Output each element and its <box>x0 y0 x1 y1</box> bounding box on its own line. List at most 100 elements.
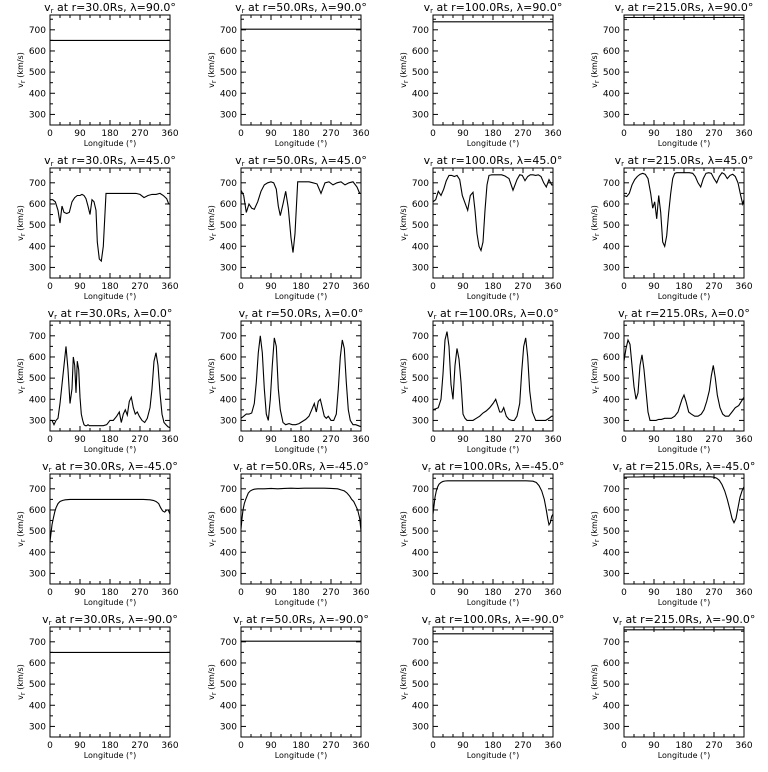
plot-frame <box>432 167 554 279</box>
x-axis-label: Longitude (°) <box>275 139 328 148</box>
panel-title: vr at r=100.0Rs, λ=-45.0° <box>422 460 565 474</box>
x-tick-label: 270 <box>322 129 339 139</box>
x-tick-label: 180 <box>292 588 309 598</box>
panel-title-subscript: r <box>428 466 431 474</box>
x-axis-label: Longitude (°) <box>275 598 328 607</box>
y-tick-label: 600 <box>603 47 620 57</box>
y-tick-label: 600 <box>412 200 429 210</box>
x-tick-label: 270 <box>514 741 531 751</box>
y-tick-label: 600 <box>220 47 237 57</box>
x-tick-label: 360 <box>161 129 178 139</box>
panel-title-symbol: v <box>427 307 434 320</box>
panel-title-rest: at r=50.0Rs, λ=45.0° <box>245 154 367 167</box>
x-tick-label: 0 <box>238 129 244 139</box>
x-tick-label: 90 <box>648 588 660 598</box>
y-axis-label: vr (km/s) <box>399 511 410 547</box>
panel-title-subscript: r <box>621 160 624 168</box>
y-tick-label: 600 <box>220 506 237 516</box>
y-tick-label: 300 <box>603 263 620 273</box>
y-axis-label-rest: (km/s) <box>16 205 25 233</box>
x-tick-label: 270 <box>705 588 722 598</box>
y-axis-label-rest: (km/s) <box>399 664 408 692</box>
y-axis-label: vr (km/s) <box>16 358 27 394</box>
x-tick-label: 0 <box>238 435 244 445</box>
panel-title-rest: at r=50.0Rs, λ=90.0° <box>245 1 367 14</box>
y-tick-label: 500 <box>220 527 237 537</box>
x-tick-label: 360 <box>544 741 561 751</box>
panel-title-symbol: v <box>613 613 620 626</box>
y-tick-label: 700 <box>220 332 237 342</box>
x-tick-label: 270 <box>322 741 339 751</box>
x-tick-label: 180 <box>292 435 309 445</box>
y-axis-label-symbol: v <box>590 389 599 394</box>
y-axis-label-subscript: r <box>19 386 27 389</box>
panel-title-subscript: r <box>430 160 433 168</box>
x-tick-label: 180 <box>484 588 501 598</box>
x-tick-label: 180 <box>484 435 501 445</box>
y-axis-label-subscript: r <box>402 539 410 542</box>
panel-title-symbol: v <box>424 154 431 167</box>
y-tick-label: 500 <box>29 221 46 231</box>
x-axis-label: Longitude (°) <box>275 751 328 760</box>
panel-title-rest: at r=100.0Rs, λ=45.0° <box>433 154 562 167</box>
y-axis-label-symbol: v <box>16 389 25 394</box>
y-axis-label-rest: (km/s) <box>207 52 216 80</box>
panel-title-symbol: v <box>422 460 429 473</box>
x-tick-label: 90 <box>648 435 660 445</box>
y-tick-label: 700 <box>603 638 620 648</box>
y-tick-label: 300 <box>412 263 429 273</box>
y-axis-label-rest: (km/s) <box>399 52 408 80</box>
panel-title-subscript: r <box>428 619 431 627</box>
y-axis-label-rest: (km/s) <box>590 511 599 539</box>
y-axis-label: vr (km/s) <box>399 205 410 241</box>
panel-14: vr at r=50.0Rs, λ=-45.0°0 90 180 270 3603004… <box>207 460 370 607</box>
series-line <box>49 498 171 542</box>
x-tick-label: 90 <box>648 741 660 751</box>
y-tick-label: 400 <box>412 548 429 558</box>
panel-6: vr at r=50.0Rs, λ=45.0°0 90 180 270 36030040… <box>207 154 370 301</box>
y-axis-label: vr (km/s) <box>590 205 601 241</box>
y-axis-label-subscript: r <box>19 233 27 236</box>
panel-title-symbol: v <box>613 460 620 473</box>
panel-title: vr at r=30.0Rs, λ=45.0° <box>44 154 176 168</box>
y-tick-label: 300 <box>412 722 429 732</box>
y-tick-label: 500 <box>29 374 46 384</box>
y-axis-label-subscript: r <box>402 692 410 695</box>
x-axis-label: Longitude (°) <box>275 292 328 301</box>
x-tick-label: 0 <box>238 741 244 751</box>
y-axis-label: vr (km/s) <box>207 205 218 241</box>
y-axis-label: vr (km/s) <box>16 205 27 241</box>
panel-7: vr at r=100.0Rs, λ=45.0°0 90 180 270 3603004… <box>399 154 562 301</box>
y-axis-label-symbol: v <box>207 389 216 394</box>
x-axis-label: Longitude (°) <box>84 598 137 607</box>
panel-title-rest: at r=30.0Rs, λ=-90.0° <box>52 613 178 626</box>
panel-title: vr at r=215.0Rs, λ=90.0° <box>615 1 754 15</box>
y-tick-label: 600 <box>603 659 620 669</box>
x-tick-label: 360 <box>544 588 561 598</box>
y-axis-label-subscript: r <box>210 386 218 389</box>
y-tick-label: 500 <box>29 680 46 690</box>
x-tick-label: 90 <box>265 282 277 292</box>
y-tick-label: 300 <box>603 416 620 426</box>
series-line <box>623 476 745 525</box>
panel-title-symbol: v <box>48 307 55 320</box>
y-tick-label: 300 <box>29 263 46 273</box>
y-axis-label-subscript: r <box>19 539 27 542</box>
x-tick-label: 90 <box>457 435 469 445</box>
y-axis-label: vr (km/s) <box>16 664 27 700</box>
x-axis-label: Longitude (°) <box>658 598 711 607</box>
series-line <box>240 487 362 532</box>
y-axis-label: vr (km/s) <box>590 664 601 700</box>
y-tick-label: 700 <box>220 485 237 495</box>
x-tick-label: 360 <box>544 129 561 139</box>
panel-title: vr at r=100.0Rs, λ=0.0° <box>427 307 559 321</box>
panel-title-rest: at r=50.0Rs, λ=0.0° <box>248 307 363 320</box>
y-tick-label: 500 <box>603 68 620 78</box>
y-tick-label: 600 <box>412 659 429 669</box>
y-tick-label: 400 <box>29 548 46 558</box>
y-axis-label-symbol: v <box>399 542 408 547</box>
y-tick-label: 600 <box>220 659 237 669</box>
series-line <box>432 480 554 527</box>
y-tick-label: 700 <box>29 638 46 648</box>
panel-title-subscript: r <box>625 313 628 321</box>
